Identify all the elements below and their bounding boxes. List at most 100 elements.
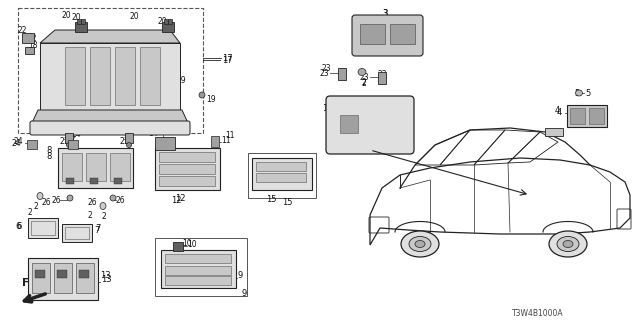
Bar bbox=[65, 227, 89, 239]
Bar bbox=[68, 140, 78, 149]
Bar bbox=[28, 258, 98, 300]
Text: 23: 23 bbox=[322, 63, 332, 73]
Bar bbox=[165, 254, 231, 263]
Text: 22: 22 bbox=[28, 34, 38, 43]
Bar bbox=[390, 24, 415, 44]
Bar bbox=[76, 263, 94, 293]
Bar bbox=[114, 178, 122, 184]
Text: 26: 26 bbox=[52, 196, 61, 204]
Text: 6: 6 bbox=[15, 221, 20, 230]
Text: 23: 23 bbox=[378, 69, 388, 78]
Bar bbox=[58, 148, 133, 188]
Text: 11: 11 bbox=[225, 131, 234, 140]
Text: 20: 20 bbox=[158, 17, 168, 26]
Bar bbox=[162, 22, 174, 32]
Ellipse shape bbox=[409, 236, 431, 252]
Bar bbox=[79, 270, 89, 278]
Ellipse shape bbox=[100, 203, 106, 210]
Bar bbox=[161, 250, 236, 288]
Text: 26: 26 bbox=[88, 197, 98, 206]
Bar bbox=[155, 148, 220, 190]
Text: 4: 4 bbox=[555, 106, 560, 115]
Bar bbox=[125, 133, 133, 143]
Text: 20: 20 bbox=[130, 12, 140, 20]
Polygon shape bbox=[40, 43, 180, 110]
Bar bbox=[140, 47, 160, 105]
Text: 11: 11 bbox=[221, 135, 230, 145]
Bar bbox=[360, 24, 385, 44]
Text: 12: 12 bbox=[175, 194, 186, 203]
Text: 2: 2 bbox=[28, 207, 33, 217]
Bar bbox=[27, 140, 37, 149]
Bar bbox=[338, 68, 346, 80]
Bar bbox=[75, 22, 87, 32]
Text: 17: 17 bbox=[222, 55, 232, 65]
Bar bbox=[340, 115, 358, 133]
Bar bbox=[545, 128, 563, 136]
Text: 19: 19 bbox=[206, 94, 216, 103]
Text: 21: 21 bbox=[60, 137, 70, 146]
Bar bbox=[110, 153, 130, 181]
Bar bbox=[35, 270, 45, 278]
Bar bbox=[159, 164, 215, 174]
Ellipse shape bbox=[110, 195, 116, 201]
Polygon shape bbox=[32, 110, 188, 123]
Text: 3: 3 bbox=[382, 9, 387, 18]
Bar bbox=[54, 263, 72, 293]
Bar bbox=[86, 153, 106, 181]
Bar bbox=[90, 178, 98, 184]
Bar bbox=[22, 33, 34, 43]
Text: 17: 17 bbox=[222, 53, 232, 62]
Bar bbox=[378, 72, 386, 84]
Bar bbox=[155, 238, 247, 296]
Text: 14: 14 bbox=[148, 129, 157, 138]
Text: 1: 1 bbox=[322, 103, 327, 113]
Text: 20: 20 bbox=[62, 11, 72, 20]
Bar bbox=[164, 19, 168, 24]
Bar bbox=[115, 47, 135, 105]
Text: 13: 13 bbox=[100, 270, 111, 279]
Text: 14: 14 bbox=[150, 127, 159, 137]
Ellipse shape bbox=[199, 92, 205, 98]
Text: 1: 1 bbox=[325, 99, 330, 108]
Text: 18: 18 bbox=[42, 45, 51, 54]
Bar bbox=[211, 136, 219, 147]
Text: 20: 20 bbox=[71, 12, 81, 21]
Bar bbox=[256, 173, 306, 182]
Bar bbox=[159, 152, 215, 162]
Text: 23: 23 bbox=[320, 68, 330, 77]
Text: 26: 26 bbox=[42, 197, 52, 206]
Text: 26: 26 bbox=[116, 196, 125, 204]
Ellipse shape bbox=[575, 90, 582, 96]
Text: 24: 24 bbox=[72, 130, 82, 139]
Ellipse shape bbox=[37, 193, 43, 199]
Bar bbox=[567, 105, 607, 127]
Text: 2: 2 bbox=[362, 78, 367, 87]
Ellipse shape bbox=[127, 142, 131, 148]
Bar bbox=[62, 153, 82, 181]
Bar bbox=[65, 133, 73, 143]
Text: 4: 4 bbox=[557, 108, 563, 116]
Text: 7: 7 bbox=[94, 226, 99, 235]
Text: 21: 21 bbox=[120, 137, 129, 146]
Text: 7: 7 bbox=[95, 223, 100, 233]
Text: 24: 24 bbox=[11, 139, 20, 148]
Ellipse shape bbox=[67, 142, 72, 148]
Text: 6: 6 bbox=[16, 221, 21, 230]
Text: 5: 5 bbox=[585, 89, 590, 98]
Text: FR.: FR. bbox=[22, 278, 42, 288]
Ellipse shape bbox=[557, 236, 579, 252]
Ellipse shape bbox=[415, 241, 425, 247]
Text: 19: 19 bbox=[176, 76, 186, 84]
Ellipse shape bbox=[563, 241, 573, 247]
Bar bbox=[18, 8, 203, 133]
Text: 5: 5 bbox=[574, 89, 579, 98]
Bar bbox=[28, 218, 58, 238]
Ellipse shape bbox=[67, 195, 73, 201]
Text: 24: 24 bbox=[59, 127, 68, 137]
Text: 2: 2 bbox=[361, 77, 365, 86]
Text: 8: 8 bbox=[46, 146, 51, 155]
Text: 21: 21 bbox=[105, 111, 115, 121]
Text: 2: 2 bbox=[88, 211, 93, 220]
Bar bbox=[62, 224, 92, 242]
